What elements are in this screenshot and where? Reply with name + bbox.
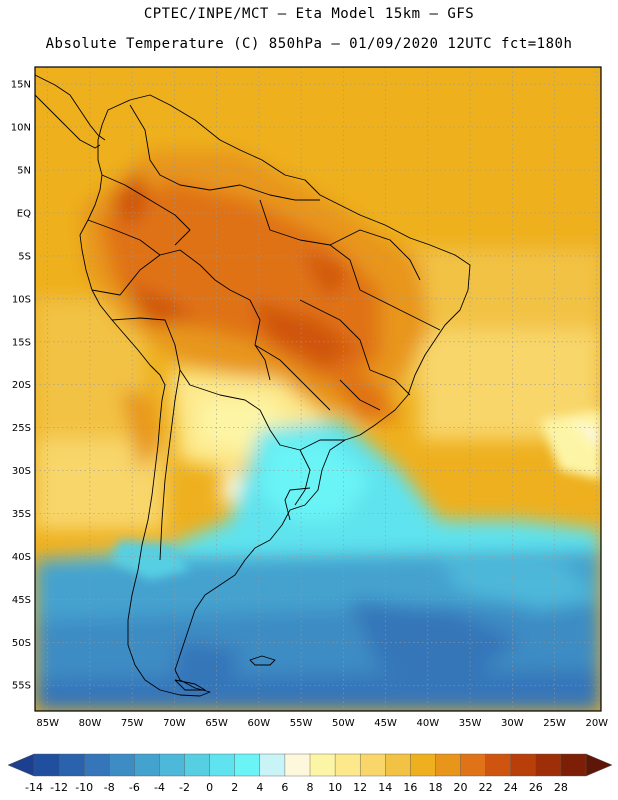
latitude-label: 15S bbox=[12, 337, 31, 348]
longitude-label: 45W bbox=[374, 718, 397, 729]
colorbar-segment bbox=[359, 753, 386, 777]
colorbar-segment bbox=[460, 753, 487, 777]
temperature-colorbar bbox=[7, 753, 613, 777]
colorbar-segment bbox=[83, 753, 110, 777]
longitude-tick-labels: 85W 80W 75W 70W 65W 60W 55W 50W 45W 40W 35W 30W 25W 2… bbox=[36, 718, 608, 729]
colorbar-label: 28 bbox=[554, 781, 568, 794]
latitude-label: 5N bbox=[17, 166, 31, 177]
colorbar-label: 4 bbox=[256, 781, 263, 794]
colorbar-segment bbox=[33, 753, 60, 777]
latitude-label: 10N bbox=[11, 123, 31, 134]
coastline-borders bbox=[35, 74, 471, 697]
longitude-label: 85W bbox=[36, 718, 59, 729]
latitude-label: 55S bbox=[12, 681, 31, 692]
colorbar-label: -8 bbox=[104, 781, 115, 794]
latitude-tick-labels: 15N 10N 5N EQ 5S 10S 15S 20S 25S 30S 35S 40S 45S 50S 5… bbox=[11, 80, 31, 692]
longitude-label: 60W bbox=[248, 718, 271, 729]
latitude-label: 30S bbox=[12, 466, 31, 477]
colorbar-segment bbox=[259, 753, 286, 777]
map-title-line-2: Absolute Temperature (C) 850hPa – 01/09/… bbox=[45, 36, 573, 52]
longitude-label: 70W bbox=[163, 718, 186, 729]
colorbar-label: 10 bbox=[328, 781, 342, 794]
map-title-line-1: CPTEC/INPE/MCT – Eta Model 15km – GFS bbox=[143, 6, 475, 22]
longitude-label: 55W bbox=[290, 718, 313, 729]
colorbar-segment bbox=[435, 753, 462, 777]
latitude-label: 45S bbox=[12, 595, 31, 606]
colorbar-label: 26 bbox=[529, 781, 543, 794]
colorbar-segment bbox=[58, 753, 85, 777]
longitude-label: 25W bbox=[543, 718, 566, 729]
colorbar-segment bbox=[485, 753, 512, 777]
colorbar-label: 12 bbox=[353, 781, 367, 794]
colorbar-tick-labels: -14 -12 -10 -8 -6 -4 -2 0 2 4 6 8 10 12 14 16 18 20 22 24 26… bbox=[25, 781, 568, 794]
temperature-field bbox=[35, 67, 601, 711]
colorbar-segment bbox=[334, 753, 361, 777]
latitude-label: 5S bbox=[18, 251, 31, 262]
colorbar-label: 20 bbox=[454, 781, 468, 794]
colorbar-label: -6 bbox=[129, 781, 140, 794]
colorbar-under-triangle bbox=[7, 753, 35, 777]
colorbar-segment bbox=[535, 753, 562, 777]
map-frame bbox=[34, 66, 602, 712]
colorbar-segment bbox=[134, 753, 160, 777]
colorbar-segment bbox=[510, 753, 537, 777]
colorbar-label: 2 bbox=[231, 781, 238, 794]
latitude-label: 10S bbox=[12, 294, 31, 305]
colorbar-label: -12 bbox=[50, 781, 68, 794]
latitude-label: 15N bbox=[11, 80, 31, 91]
longitude-label: 40W bbox=[417, 718, 440, 729]
colorbar-segment bbox=[410, 753, 436, 777]
longitude-label: 65W bbox=[205, 718, 228, 729]
latitude-label: 50S bbox=[12, 638, 31, 649]
longitude-label: 75W bbox=[121, 718, 144, 729]
latitude-label: 35S bbox=[12, 509, 31, 520]
colorbar-segment bbox=[184, 753, 211, 777]
colorbar-segment bbox=[284, 753, 311, 777]
colorbar-label: 8 bbox=[307, 781, 314, 794]
colorbar-label: 6 bbox=[281, 781, 288, 794]
colorbar-segment bbox=[234, 753, 261, 777]
colorbar-segment bbox=[385, 753, 411, 777]
colorbar-segment bbox=[209, 753, 236, 777]
lat-lon-grid bbox=[35, 67, 601, 711]
colorbar-label: 14 bbox=[378, 781, 392, 794]
colorbar-label: 24 bbox=[504, 781, 518, 794]
longitude-label: 80W bbox=[79, 718, 102, 729]
latitude-label: 20S bbox=[12, 380, 31, 391]
colorbar-label: 18 bbox=[428, 781, 442, 794]
colorbar-segment bbox=[109, 753, 135, 777]
longitude-label: 35W bbox=[459, 718, 482, 729]
colorbar-label: -2 bbox=[179, 781, 190, 794]
colorbar-segment bbox=[159, 753, 186, 777]
colorbar-label: 16 bbox=[403, 781, 417, 794]
latitude-label: 25S bbox=[12, 423, 31, 434]
colorbar-label: -14 bbox=[25, 781, 43, 794]
colorbar-over-triangle bbox=[585, 753, 613, 777]
colorbar-label: 0 bbox=[206, 781, 213, 794]
latitude-label: 40S bbox=[12, 552, 31, 563]
longitude-label: 20W bbox=[585, 718, 608, 729]
colorbar-segment bbox=[309, 753, 336, 777]
colorbar-label: 22 bbox=[479, 781, 493, 794]
longitude-label: 30W bbox=[501, 718, 524, 729]
colorbar-segment bbox=[560, 753, 587, 777]
colorbar-label: -10 bbox=[75, 781, 93, 794]
colorbar-label: -4 bbox=[154, 781, 165, 794]
longitude-label: 50W bbox=[332, 718, 355, 729]
latitude-label: EQ bbox=[17, 208, 31, 219]
